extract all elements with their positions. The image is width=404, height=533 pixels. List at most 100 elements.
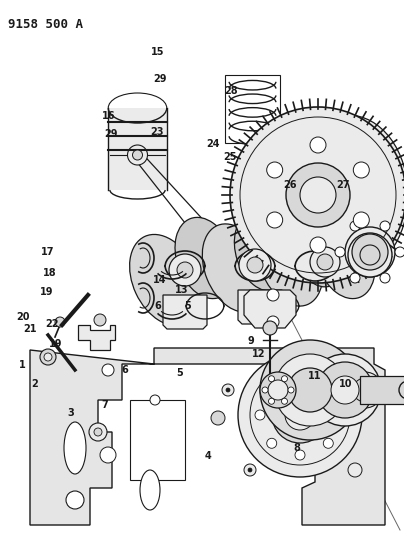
Polygon shape <box>30 348 385 525</box>
Circle shape <box>323 438 333 448</box>
Circle shape <box>288 368 332 412</box>
Circle shape <box>352 234 388 270</box>
Ellipse shape <box>309 354 381 426</box>
Polygon shape <box>78 325 115 350</box>
Text: 6: 6 <box>154 302 161 311</box>
Circle shape <box>300 177 336 213</box>
Circle shape <box>128 145 147 165</box>
Circle shape <box>350 221 360 231</box>
Circle shape <box>310 137 326 153</box>
Circle shape <box>267 289 279 301</box>
Circle shape <box>285 385 295 395</box>
Ellipse shape <box>140 470 160 510</box>
Ellipse shape <box>202 224 268 312</box>
Circle shape <box>360 245 380 265</box>
Text: 2: 2 <box>31 379 38 389</box>
Circle shape <box>285 400 315 430</box>
Text: 29: 29 <box>153 74 166 84</box>
Circle shape <box>239 249 271 281</box>
Circle shape <box>267 212 283 228</box>
Text: 5: 5 <box>185 302 191 311</box>
Circle shape <box>350 273 360 283</box>
Text: 19: 19 <box>40 287 53 297</box>
Circle shape <box>226 388 230 392</box>
Circle shape <box>102 364 114 376</box>
Circle shape <box>310 247 340 277</box>
Polygon shape <box>244 290 296 328</box>
Text: 26: 26 <box>283 181 297 190</box>
Ellipse shape <box>234 213 290 291</box>
Circle shape <box>380 273 390 283</box>
Text: 24: 24 <box>206 139 220 149</box>
Circle shape <box>269 376 274 382</box>
Circle shape <box>335 247 345 257</box>
Circle shape <box>100 447 116 463</box>
Circle shape <box>247 257 263 273</box>
Text: 13: 13 <box>175 286 189 295</box>
Text: 19: 19 <box>49 339 63 349</box>
Circle shape <box>395 247 404 257</box>
Text: 25: 25 <box>223 152 237 162</box>
Circle shape <box>44 353 52 361</box>
Circle shape <box>268 380 288 400</box>
Circle shape <box>177 262 193 278</box>
Circle shape <box>267 382 277 392</box>
Text: 22: 22 <box>45 319 59 329</box>
Circle shape <box>94 428 102 436</box>
Ellipse shape <box>315 217 375 298</box>
Ellipse shape <box>288 115 404 275</box>
Text: 17: 17 <box>41 247 55 256</box>
Circle shape <box>269 398 274 404</box>
Circle shape <box>288 387 294 393</box>
Ellipse shape <box>347 372 383 408</box>
Text: 10: 10 <box>339 379 352 389</box>
Circle shape <box>222 384 234 396</box>
Circle shape <box>331 376 359 404</box>
Circle shape <box>40 349 56 365</box>
Circle shape <box>238 353 362 477</box>
Circle shape <box>244 464 256 476</box>
Circle shape <box>354 212 369 228</box>
Text: 27: 27 <box>336 181 349 190</box>
Circle shape <box>335 410 345 420</box>
Circle shape <box>295 450 305 460</box>
Circle shape <box>317 254 333 270</box>
Circle shape <box>267 162 283 178</box>
Text: 14: 14 <box>153 275 166 285</box>
Text: 12: 12 <box>252 350 265 359</box>
Circle shape <box>380 221 390 231</box>
Circle shape <box>230 107 404 283</box>
Text: 1: 1 <box>19 360 25 370</box>
Text: 6: 6 <box>122 366 128 375</box>
Circle shape <box>267 438 277 448</box>
Text: 5: 5 <box>177 368 183 378</box>
Text: 20: 20 <box>17 312 30 322</box>
Text: 15: 15 <box>151 47 164 57</box>
Text: 29: 29 <box>104 130 118 139</box>
Circle shape <box>310 237 326 253</box>
Circle shape <box>133 150 143 160</box>
Ellipse shape <box>66 491 84 509</box>
Text: 9158 500 A: 9158 500 A <box>8 18 83 31</box>
Circle shape <box>55 317 65 327</box>
Text: 8: 8 <box>293 443 301 453</box>
Circle shape <box>295 370 305 380</box>
Polygon shape <box>238 290 282 324</box>
Ellipse shape <box>64 422 86 474</box>
Ellipse shape <box>290 209 346 287</box>
Text: 9: 9 <box>247 336 254 346</box>
Text: 28: 28 <box>224 86 238 95</box>
Circle shape <box>248 468 252 472</box>
Circle shape <box>150 395 160 405</box>
Ellipse shape <box>175 217 235 298</box>
Ellipse shape <box>345 227 395 277</box>
Circle shape <box>260 372 296 408</box>
Circle shape <box>348 233 392 277</box>
Ellipse shape <box>260 340 360 440</box>
Circle shape <box>317 362 373 418</box>
Ellipse shape <box>130 235 200 326</box>
Polygon shape <box>108 108 167 190</box>
Text: 21: 21 <box>23 325 37 334</box>
Circle shape <box>211 411 225 425</box>
Text: 3: 3 <box>67 408 74 418</box>
